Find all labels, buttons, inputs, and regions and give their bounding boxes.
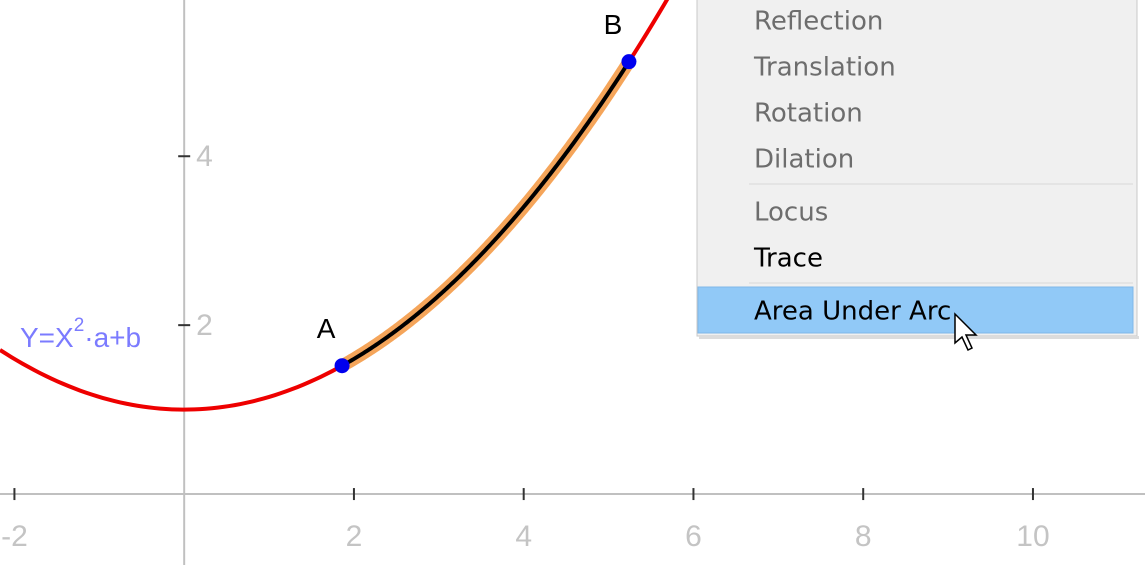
point-label: A [317,313,336,344]
menu-item: Rotation [754,99,863,129]
context-menu: Reflection Translation Rotation Dilation Loc… [696,0,1139,339]
menu-item: Locus [754,198,828,228]
point[interactable] [334,358,350,374]
equation-label[interactable]: Y=X2·a+b [20,315,141,353]
menu-shadow [699,336,1139,339]
menu-item[interactable]: Area Under Arc [754,297,951,327]
menu-background [696,0,1138,337]
equation-exponent: 2 [74,315,85,336]
menu-item: Reflection [754,7,883,37]
point[interactable] [621,54,637,70]
x-tick-label: 10 [1016,520,1049,553]
equation-base: Y=X [20,322,74,353]
x-tick-label: -2 [1,520,28,553]
menu-item: Dilation [754,145,854,175]
menu-highlight [697,286,1134,334]
point-label: B [604,9,623,40]
menu-item[interactable]: Trace [753,244,823,274]
y-tick-label: 2 [196,309,213,342]
x-tick-label: 6 [685,520,702,553]
equation-rest: ·a+b [84,322,141,353]
x-tick-label: 2 [346,520,363,553]
arc[interactable] [341,60,631,368]
arc-highlight [335,55,636,373]
y-tick-label: 4 [196,140,213,173]
mouse-cursor [954,312,978,352]
x-tick-label: 4 [515,520,532,553]
x-tick-label: 8 [855,520,872,553]
menu-items: Reflection Translation Rotation Dilation Loc… [697,7,1134,334]
menu-item: Translation [753,53,896,83]
plot: AB [0,0,670,412]
